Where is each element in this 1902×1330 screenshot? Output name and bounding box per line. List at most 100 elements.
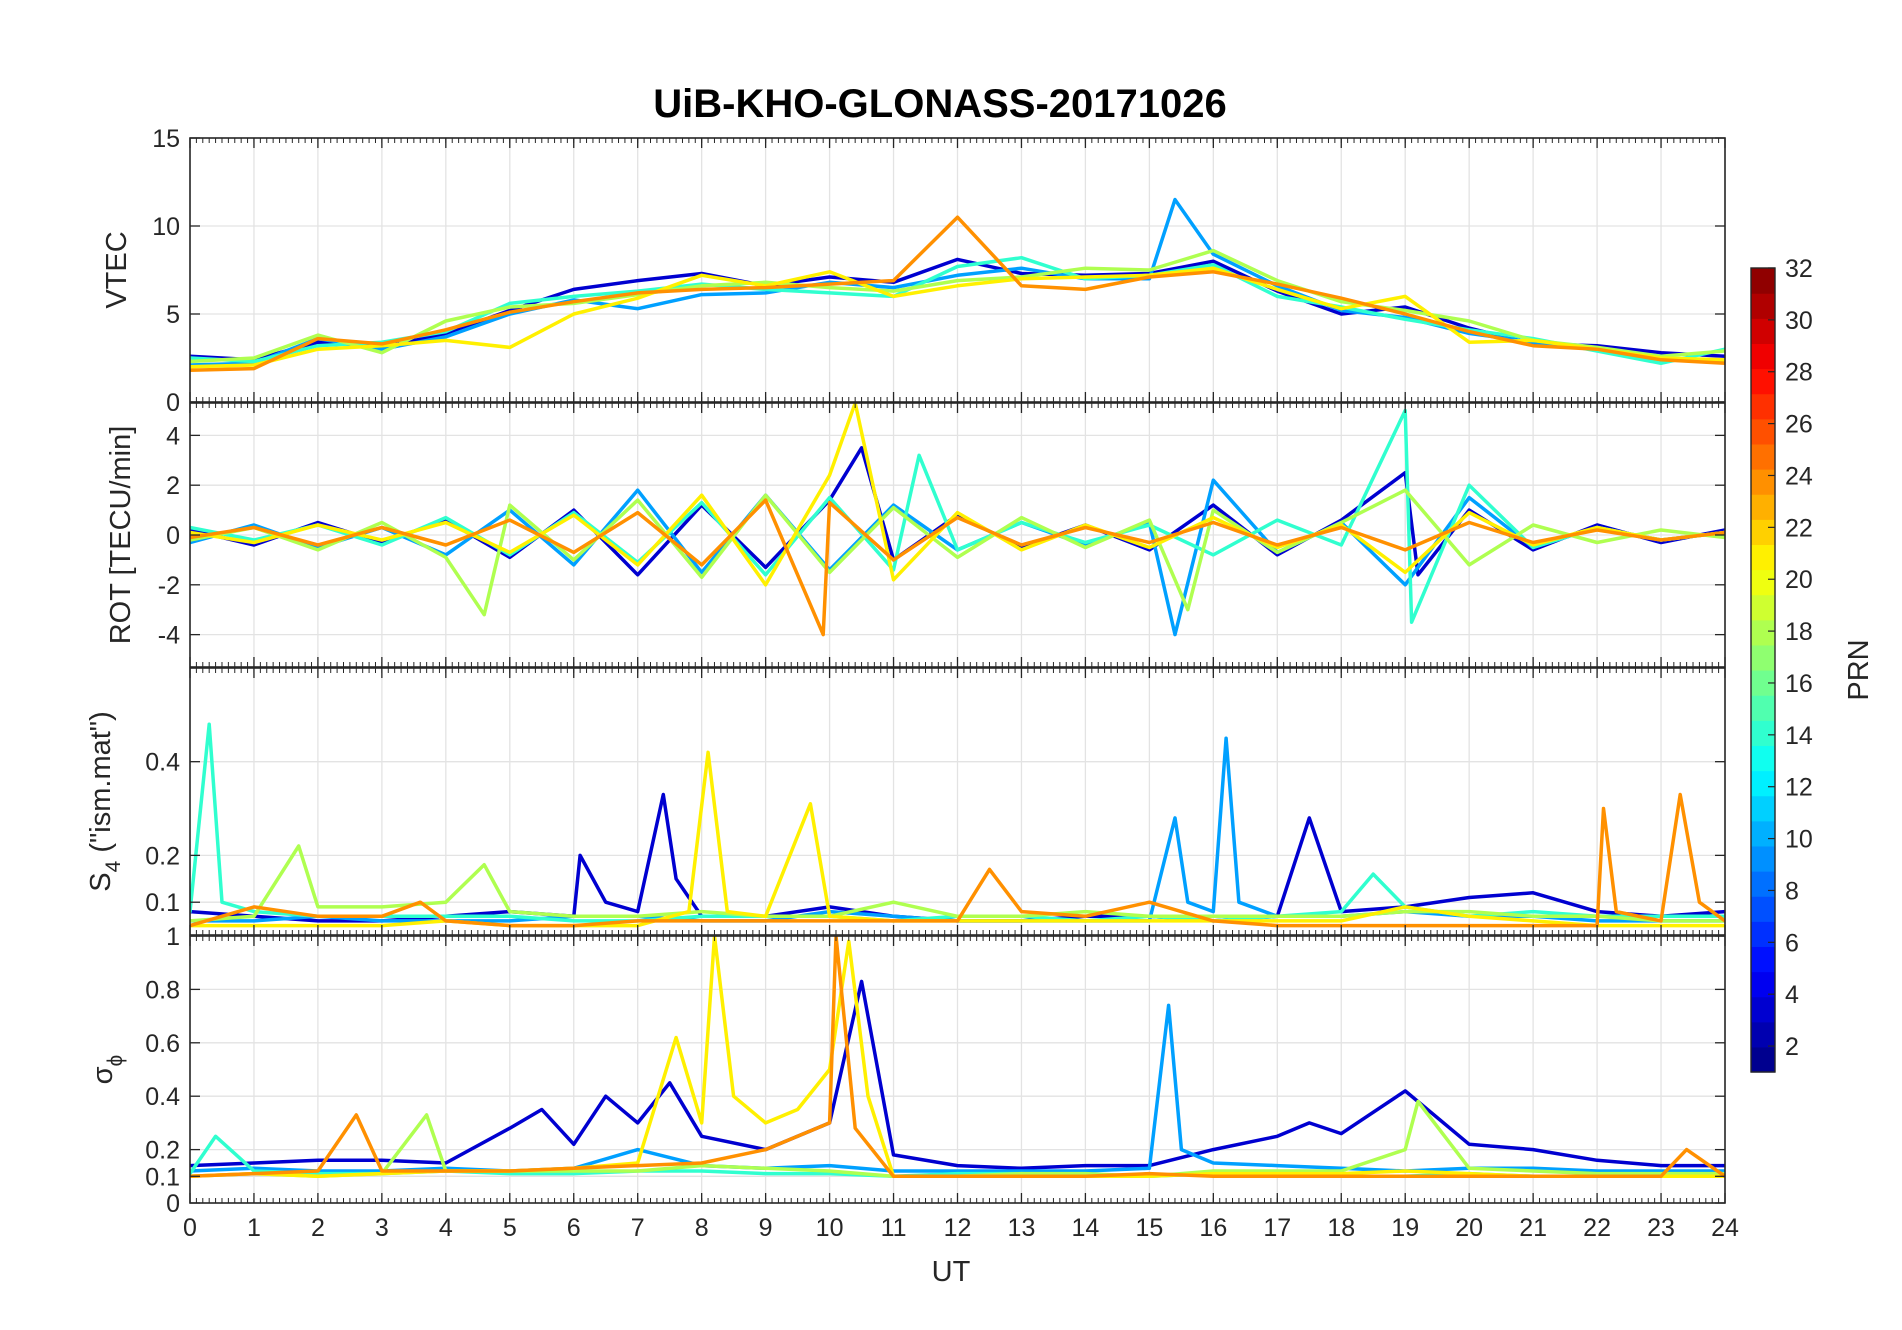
colorbar-tick-label: 24 — [1785, 462, 1813, 490]
colorbar-segment — [1751, 871, 1775, 897]
y-tick-label: 0.4 — [145, 749, 180, 777]
x-tick-label: 11 — [881, 1214, 907, 1242]
x-tick-label: 20 — [1455, 1214, 1483, 1242]
series-line — [190, 215, 1725, 373]
colorbar-label: PRN — [1843, 639, 1875, 700]
x-tick-label: 18 — [1327, 1214, 1355, 1242]
colorbar-tick-label: 28 — [1785, 359, 1813, 387]
y-tick-label: 4 — [166, 422, 180, 450]
panel-series — [190, 936, 1725, 1179]
y-axis-label-subscript: ϕ — [104, 1055, 127, 1067]
colorbar-segment — [1751, 569, 1775, 596]
x-tick-label: 5 — [503, 1214, 517, 1242]
colorbar-segment — [1751, 418, 1775, 445]
y-tick-label: 5 — [166, 301, 180, 329]
colorbar-segment — [1751, 594, 1775, 621]
x-tick-label: 21 — [1519, 1214, 1547, 1242]
colorbar-segment — [1751, 896, 1775, 922]
x-tick-label: 24 — [1711, 1214, 1739, 1242]
y-axis-label-rest: ("ism.mat") — [85, 711, 117, 860]
colorbar-segment — [1751, 544, 1775, 571]
colorbar-segment — [1751, 494, 1775, 520]
y-tick-label: 0 — [166, 522, 180, 550]
x-tick-label: 23 — [1647, 1214, 1675, 1242]
colorbar-segment — [1751, 268, 1775, 294]
colorbar-segment — [1751, 519, 1775, 545]
y-tick-label: 2 — [166, 472, 180, 500]
x-tick-label: 17 — [1263, 1214, 1291, 1242]
y-tick-label: 15 — [152, 125, 180, 153]
colorbar-frame — [1750, 267, 1776, 1073]
colorbar-segment — [1751, 1021, 1775, 1048]
y-axis-label: σϕ — [87, 1055, 127, 1085]
colorbar-tick-label: 12 — [1785, 774, 1813, 802]
chart-title: UiB-KHO-GLONASS-20171026 — [653, 82, 1227, 126]
x-tick-label: 13 — [1008, 1214, 1036, 1242]
series-line — [190, 197, 1725, 367]
colorbar-segment — [1751, 946, 1775, 973]
x-tick-label: 15 — [1135, 1214, 1163, 1242]
colorbar-tick-label: 8 — [1785, 877, 1799, 905]
panel-rot: -4 -2 0 2 4 ROT [TECU/min] — [105, 402, 1726, 668]
panel-series — [190, 722, 1725, 928]
colorbar-segment — [1751, 921, 1775, 947]
y-tick-label: -2 — [158, 572, 180, 600]
x-tick-label: 7 — [631, 1214, 645, 1242]
x-axis-label: UT — [932, 1256, 971, 1288]
y-axis-label-main: S — [85, 872, 117, 891]
colorbar-tick-label: 26 — [1785, 411, 1813, 439]
colorbar-segment — [1751, 343, 1775, 370]
x-tick-label: 12 — [944, 1214, 972, 1242]
y-tick-label: 0.6 — [145, 1030, 180, 1058]
panel-ticks — [189, 403, 1726, 667]
colorbar-tick-label: 30 — [1785, 307, 1813, 335]
colorbar-tick-label: 20 — [1785, 566, 1813, 594]
colorbar-segment — [1751, 695, 1775, 721]
colorbar-segment — [1751, 820, 1775, 847]
x-tick-label: 6 — [567, 1214, 581, 1242]
panel-sigma_phi: 00.10.2 0.4 0.6 0.8 1 σϕ — [87, 923, 1726, 1218]
colorbar-segment — [1751, 720, 1775, 746]
colorbar-segment — [1751, 971, 1775, 998]
colorbar-segment — [1751, 293, 1775, 319]
x-tick-label: 0 — [183, 1214, 197, 1242]
colorbar-segment — [1751, 845, 1775, 872]
y-tick-label: 0.4 — [145, 1083, 180, 1111]
y-axis-label: S4 ("ism.mat") — [85, 711, 125, 892]
panel-ticks — [189, 137, 1726, 403]
colorbar-tick-label: 16 — [1785, 670, 1813, 698]
y-tick-label: 1 — [166, 923, 180, 951]
y-axis-label: ROT [TECU/min] — [105, 426, 137, 645]
y-tick-label: 0.2 — [145, 842, 180, 870]
y-tick-label: 0 — [166, 1190, 180, 1218]
y-tick-label: 0.2 — [145, 1137, 180, 1165]
series-line — [190, 792, 1725, 928]
panel-s4: 0.1 0.2 0.4 S4 ("ism.mat") — [85, 667, 1726, 936]
colorbar-tick-label: 6 — [1785, 929, 1799, 957]
colorbar-segment — [1751, 443, 1775, 470]
colorbar-segment — [1751, 318, 1775, 344]
y-tick-label: -4 — [158, 622, 180, 650]
panel-ticks — [189, 935, 1726, 1204]
series-line — [190, 266, 1725, 369]
colorbar-segment — [1751, 619, 1775, 646]
y-axis-label-subscript: 4 — [102, 860, 125, 872]
colorbar-segment — [1751, 469, 1775, 495]
y-axis-label-main: σ — [87, 1066, 119, 1084]
colorbar-segment — [1751, 795, 1775, 822]
colorbar-segment — [1751, 996, 1775, 1023]
series-line — [190, 979, 1725, 1171]
x-tick-label: 14 — [1072, 1214, 1100, 1242]
x-tick-label: 1 — [247, 1214, 261, 1242]
x-tick-label: 22 — [1583, 1214, 1611, 1242]
panel-ticks — [189, 668, 1726, 935]
colorbar-tick-label: 4 — [1785, 981, 1799, 1009]
x-tick-label: 16 — [1199, 1214, 1227, 1242]
x-tick-label: 10 — [816, 1214, 844, 1242]
colorbar-segment — [1751, 770, 1775, 797]
panel-series — [190, 403, 1725, 637]
y-tick-label: 10 — [152, 213, 180, 241]
